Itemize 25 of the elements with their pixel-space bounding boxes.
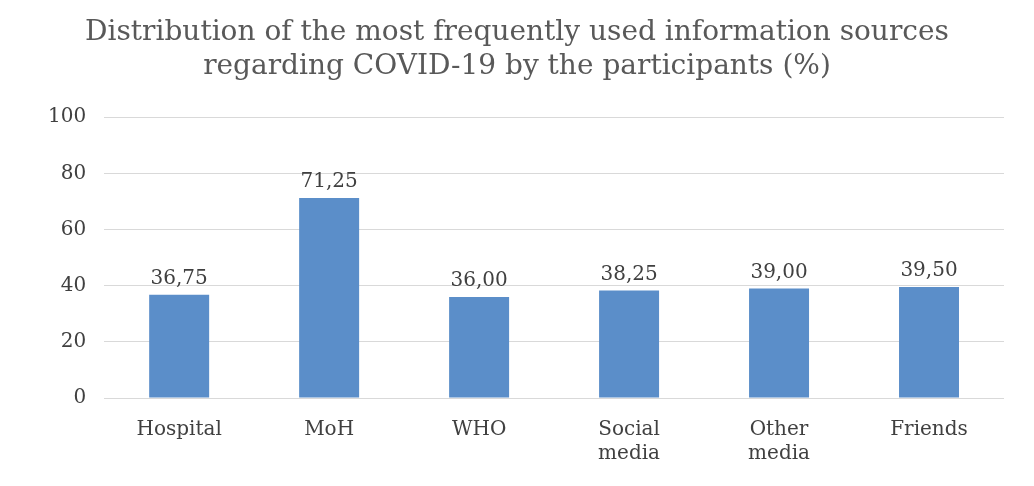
data-label: 36,75 <box>150 265 208 290</box>
bar <box>149 294 210 398</box>
y-tick-label: 80 <box>60 159 87 184</box>
x-tick-label: Other media <box>748 416 811 465</box>
y-tick-label: 20 <box>60 328 87 353</box>
bar <box>899 287 960 398</box>
bar <box>749 288 810 398</box>
y-tick-label: 0 <box>73 384 87 409</box>
y-tick-label: 60 <box>60 215 87 240</box>
y-tick-label: 100 <box>47 103 87 128</box>
bar <box>449 296 510 398</box>
x-tick-label: WHO <box>451 416 507 441</box>
data-label: 36,00 <box>450 267 508 292</box>
bar <box>599 290 660 398</box>
x-tick-label: Friends <box>890 416 968 441</box>
chart-title: Distribution of the most frequently used information sources regarding COVID-19 by the participants (%) <box>85 14 949 81</box>
data-label: 39,50 <box>900 257 958 282</box>
x-tick-label: Hospital <box>136 416 222 441</box>
y-tick-label: 40 <box>60 271 87 296</box>
x-tick-label: Social media <box>598 416 661 465</box>
data-label: 39,00 <box>750 258 808 283</box>
data-label: 71,25 <box>300 168 358 193</box>
bar <box>299 197 360 398</box>
data-label: 38,25 <box>600 260 658 285</box>
x-tick-label: MoH <box>304 416 355 441</box>
